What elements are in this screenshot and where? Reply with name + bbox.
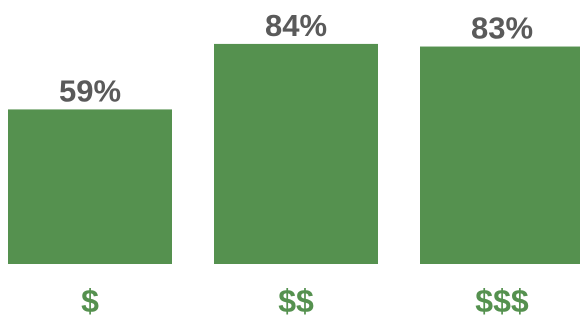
category-labels-group: $ $$ $$$ xyxy=(81,283,529,319)
bar-2 xyxy=(214,43,378,264)
value-labels-group: 59% 84% 83% xyxy=(59,8,533,109)
bars-group xyxy=(8,43,580,264)
category-label-1: $ xyxy=(81,283,99,319)
category-label-2: $$ xyxy=(278,283,314,319)
value-label-2: 84% xyxy=(265,8,327,43)
bar-3 xyxy=(420,46,580,264)
value-label-3: 83% xyxy=(471,11,533,46)
category-label-3: $$$ xyxy=(475,283,529,319)
value-label-1: 59% xyxy=(59,73,121,108)
bar-1 xyxy=(8,109,172,264)
